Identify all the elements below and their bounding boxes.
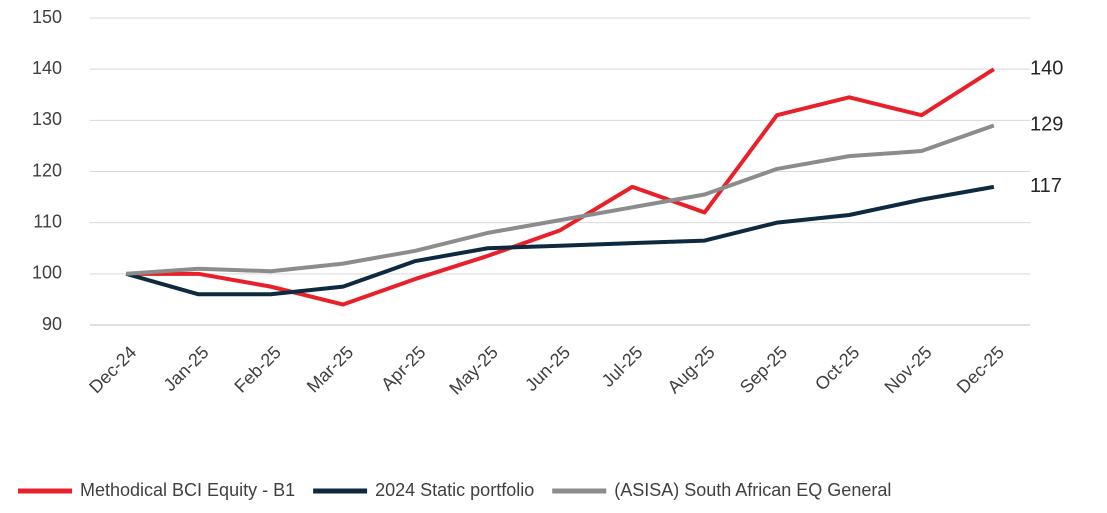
y-tick-label: 100 (32, 263, 62, 283)
x-tick-label: Nov-25 (881, 342, 936, 397)
y-tick-label: 120 (32, 160, 62, 180)
y-tick-label: 130 (32, 109, 62, 129)
x-tick-label: Jan-25 (160, 342, 213, 395)
x-tick-label: Dec-24 (85, 342, 140, 397)
x-tick-label: Aug-25 (664, 342, 719, 397)
series-line (126, 67, 995, 307)
x-tick-label: Jun-25 (521, 342, 574, 395)
end-value-label: 117 (1030, 175, 1062, 197)
end-value-label: 140 (1030, 57, 1063, 79)
x-tick-label: Feb-25 (230, 342, 284, 396)
x-tick-label: Jul-25 (598, 342, 647, 391)
x-tick-label: Dec-25 (953, 342, 1008, 397)
y-tick-label: 90 (42, 314, 62, 334)
legend-label: Methodical BCI Equity - B1 (80, 480, 295, 500)
x-tick-label: Oct-25 (811, 342, 863, 394)
x-tick-label: Apr-25 (377, 342, 429, 394)
y-tick-label: 140 (32, 58, 62, 78)
series-line (125, 184, 995, 297)
end-value-label: 129 (1030, 114, 1063, 136)
x-tick-label: Sep-25 (736, 342, 791, 397)
x-tick-label: May-25 (445, 342, 502, 399)
series-line (126, 123, 995, 276)
legend-label: (ASISA) South African EQ General (614, 480, 891, 500)
y-tick-label: 110 (33, 211, 62, 231)
x-tick-label: Mar-25 (303, 342, 357, 396)
y-tick-label: 150 (32, 7, 62, 27)
legend-label: 2024 Static portfolio (375, 480, 534, 500)
